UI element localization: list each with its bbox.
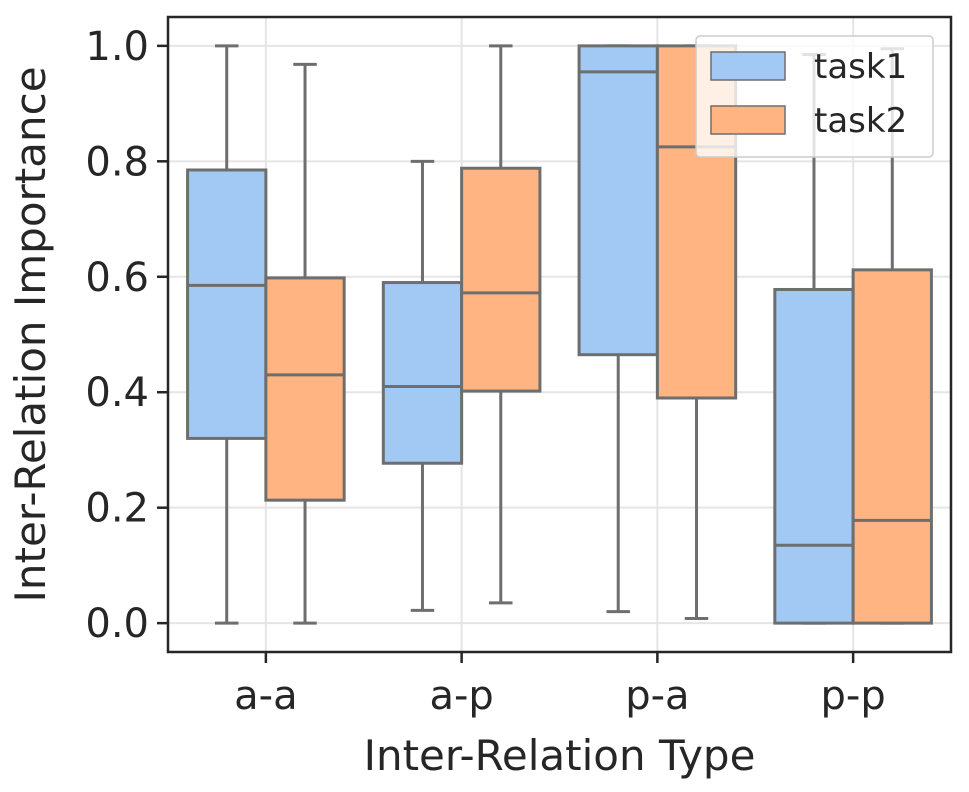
box-task1-p-a <box>577 44 659 614</box>
legend-label-task1: task1 <box>814 47 907 87</box>
x-tick-label: a-a <box>234 673 297 719</box>
y-tick-label: 0.4 <box>85 370 149 416</box>
boxes <box>186 44 933 625</box>
legend: task1 task2 <box>695 35 934 158</box>
iqr-box <box>186 168 268 440</box>
box-task2-a-a <box>264 62 346 625</box>
iqr-box <box>577 44 659 357</box>
x-tick-label: a-p <box>429 673 493 719</box>
iqr-box <box>264 276 346 502</box>
legend-swatch-task1 <box>710 51 786 81</box>
axes: 0.0 0.2 0.4 0.6 0.8 1.0 a-a a-p p-a p-p <box>85 24 885 719</box>
iqr-box <box>381 281 464 465</box>
box-task2-p-p <box>851 47 933 625</box>
box-task1-a-a <box>186 44 268 625</box>
y-tick-label: 0.8 <box>85 139 149 185</box>
legend-label-task2: task2 <box>814 101 907 141</box>
y-tick-label: 0.0 <box>85 601 149 647</box>
y-tick-label: 0.2 <box>85 486 149 532</box>
y-tick-label: 0.6 <box>85 255 149 301</box>
legend-swatch-task2 <box>710 105 786 135</box>
box-task2-a-p <box>460 44 542 605</box>
x-tick-label: p-a <box>625 673 689 719</box>
plot-frame <box>166 15 953 654</box>
iqr-box <box>460 166 542 393</box>
x-axis-title: Inter-Relation Type <box>364 731 756 780</box>
box-task1-a-p <box>381 159 464 612</box>
iqr-box <box>851 268 933 625</box>
y-axis-title: Inter-Relation Importance <box>6 66 55 602</box>
iqr-box <box>773 287 855 625</box>
x-tick-label: p-p <box>821 673 886 719</box>
y-tick-label: 1.0 <box>85 24 149 70</box>
box-task1-p-p <box>773 53 855 625</box>
